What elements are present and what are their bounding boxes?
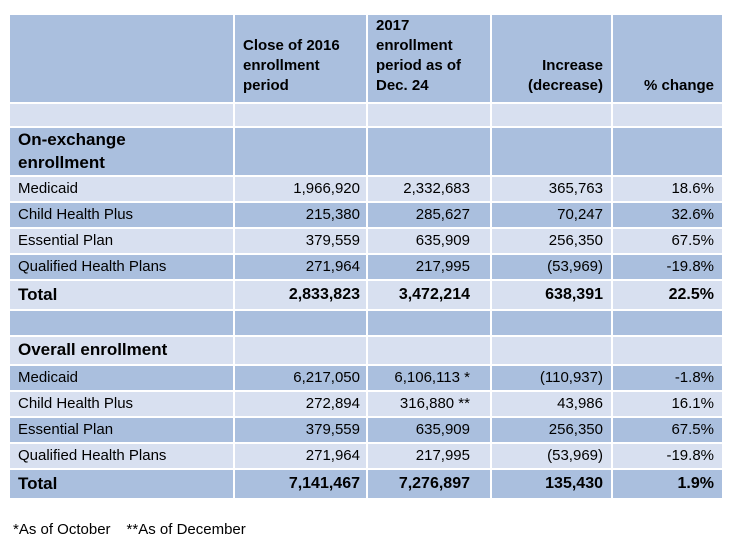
value-cell: 217,995 xyxy=(368,444,490,468)
row-label: Child Health Plus xyxy=(10,203,233,227)
row-label: Essential Plan xyxy=(10,418,233,442)
data-row-essential-plan-on-exchange: Essential Plan 379,559 635,909 256,350 6… xyxy=(10,229,722,253)
value-cell: 3,472,214 xyxy=(368,281,490,309)
blank-cell xyxy=(235,128,366,175)
blank-row xyxy=(10,311,722,335)
section-label: On-exchange enrollment xyxy=(10,128,233,175)
column-header-row-labels xyxy=(10,15,233,102)
blank-cell xyxy=(613,337,722,364)
value-cell: 271,964 xyxy=(235,255,366,279)
row-label: Total xyxy=(10,281,233,309)
value-cell: -19.8% xyxy=(613,255,722,279)
value-cell: 43,986 xyxy=(492,392,611,416)
footnotes: *As of October **As of December xyxy=(13,521,262,538)
data-row-qualified-health-plans-on-exchange: Qualified Health Plans 271,964 217,995 (… xyxy=(10,255,722,279)
footnote-december: **As of December xyxy=(126,521,246,538)
blank-cell xyxy=(368,311,490,335)
value-cell: 67.5% xyxy=(613,418,722,442)
column-header-2017-period: 2017 enrollment period as of Dec. 24 xyxy=(368,15,490,102)
blank-cell xyxy=(235,337,366,364)
value-cell: 6,217,050 xyxy=(235,366,366,390)
value-cell: 365,763 xyxy=(492,177,611,201)
blank-cell xyxy=(613,104,722,126)
value-cell: 1,966,920 xyxy=(235,177,366,201)
row-label: Child Health Plus xyxy=(10,392,233,416)
blank-cell xyxy=(235,311,366,335)
value-cell: -19.8% xyxy=(613,444,722,468)
value-cell: 6,106,113 * xyxy=(368,366,490,390)
row-label: Medicaid xyxy=(10,366,233,390)
value-cell: 22.5% xyxy=(613,281,722,309)
value-cell: 70,247 xyxy=(492,203,611,227)
blank-cell xyxy=(492,311,611,335)
total-row-overall: Total 7,141,467 7,276,897 135,430 1.9% xyxy=(10,470,722,498)
data-row-essential-plan-overall: Essential Plan 379,559 635,909 256,350 6… xyxy=(10,418,722,442)
value-cell: 379,559 xyxy=(235,418,366,442)
header-row: Close of 2016 enrollment period 2017 enr… xyxy=(10,15,722,102)
blank-cell xyxy=(492,104,611,126)
value-cell: 638,391 xyxy=(492,281,611,309)
blank-cell xyxy=(368,104,490,126)
blank-cell xyxy=(492,337,611,364)
value-cell: 16.1% xyxy=(613,392,722,416)
value-cell: 1.9% xyxy=(613,470,722,498)
value-cell: 316,880 ** xyxy=(368,392,490,416)
value-cell: 18.6% xyxy=(613,177,722,201)
blank-cell xyxy=(235,104,366,126)
row-label: Essential Plan xyxy=(10,229,233,253)
blank-cell xyxy=(10,311,233,335)
footnote-october: *As of October xyxy=(13,521,111,538)
row-label: Qualified Health Plans xyxy=(10,444,233,468)
blank-cell xyxy=(10,104,233,126)
value-cell: 67.5% xyxy=(613,229,722,253)
value-cell: 215,380 xyxy=(235,203,366,227)
row-label: Qualified Health Plans xyxy=(10,255,233,279)
data-row-child-health-plus-on-exchange: Child Health Plus 215,380 285,627 70,247… xyxy=(10,203,722,227)
value-cell: 285,627 xyxy=(368,203,490,227)
blank-cell xyxy=(613,128,722,175)
data-row-child-health-plus-overall: Child Health Plus 272,894 316,880 ** 43,… xyxy=(10,392,722,416)
value-cell: 635,909 xyxy=(368,418,490,442)
value-cell: (53,969) xyxy=(492,444,611,468)
data-row-medicaid-overall: Medicaid 6,217,050 6,106,113 * (110,937)… xyxy=(10,366,722,390)
value-cell: 7,141,467 xyxy=(235,470,366,498)
value-cell: 256,350 xyxy=(492,418,611,442)
total-row-on-exchange: Total 2,833,823 3,472,214 638,391 22.5% xyxy=(10,281,722,309)
value-cell: 217,995 xyxy=(368,255,490,279)
column-header-close-2016: Close of 2016 enrollment period xyxy=(235,15,366,102)
enrollment-table: Close of 2016 enrollment period 2017 enr… xyxy=(8,13,724,500)
row-label: Total xyxy=(10,470,233,498)
value-cell: (53,969) xyxy=(492,255,611,279)
section-row-overall: Overall enrollment xyxy=(10,337,722,364)
value-cell: 379,559 xyxy=(235,229,366,253)
value-cell: 635,909 xyxy=(368,229,490,253)
value-cell: 135,430 xyxy=(492,470,611,498)
column-header-pct-change: % change xyxy=(613,15,722,102)
blank-row xyxy=(10,104,722,126)
value-cell: 2,833,823 xyxy=(235,281,366,309)
value-cell: -1.8% xyxy=(613,366,722,390)
blank-cell xyxy=(492,128,611,175)
blank-cell xyxy=(368,337,490,364)
blank-cell xyxy=(613,311,722,335)
column-header-increase-decrease: Increase (decrease) xyxy=(492,15,611,102)
value-cell: 256,350 xyxy=(492,229,611,253)
row-label: Medicaid xyxy=(10,177,233,201)
value-cell: 7,276,897 xyxy=(368,470,490,498)
section-row-on-exchange: On-exchange enrollment xyxy=(10,128,722,175)
data-row-qualified-health-plans-overall: Qualified Health Plans 271,964 217,995 (… xyxy=(10,444,722,468)
section-label: Overall enrollment xyxy=(10,337,233,364)
value-cell: 2,332,683 xyxy=(368,177,490,201)
data-row-medicaid-on-exchange: Medicaid 1,966,920 2,332,683 365,763 18.… xyxy=(10,177,722,201)
blank-cell xyxy=(368,128,490,175)
value-cell: 272,894 xyxy=(235,392,366,416)
value-cell: (110,937) xyxy=(492,366,611,390)
value-cell: 271,964 xyxy=(235,444,366,468)
value-cell: 32.6% xyxy=(613,203,722,227)
